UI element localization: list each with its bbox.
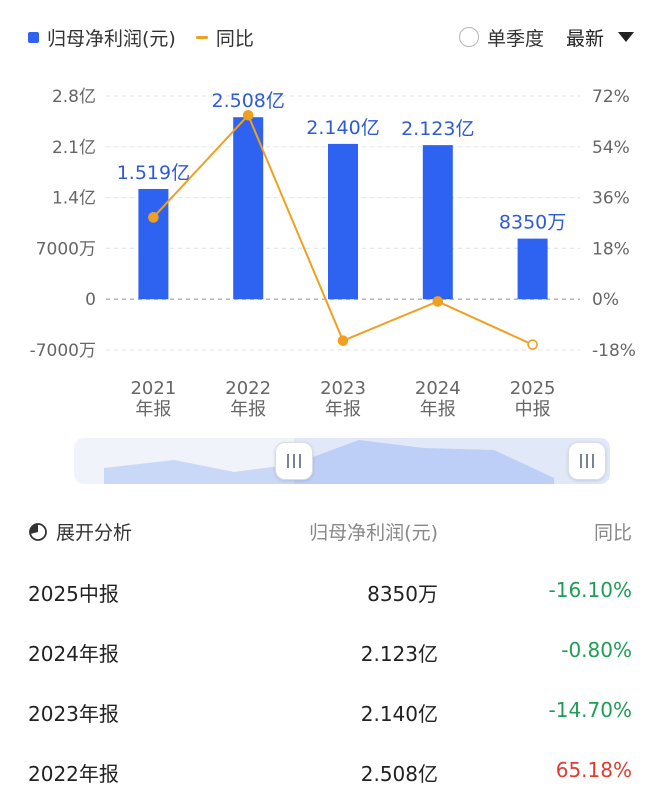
latest-dropdown[interactable]: 最新 bbox=[565, 27, 604, 50]
chart-controls: 单季度 最新 bbox=[458, 22, 634, 52]
table-row[interactable]: 2023年报 2.140亿 -14.70% bbox=[0, 690, 660, 730]
x-tick-label: 中报 bbox=[515, 399, 551, 420]
legend-line-swatch bbox=[195, 35, 208, 39]
expand-analysis[interactable]: 展开分析 bbox=[28, 518, 132, 545]
y-left-tick-label: -7000万 bbox=[30, 341, 96, 361]
slider-window[interactable] bbox=[294, 438, 610, 484]
profit-chart: 2.8亿 2.1亿 1.4亿 7000万 0 -7000万 72% 54% 36% 18% 0% -1… bbox=[30, 87, 636, 420]
y-right-tick-label: 72% bbox=[592, 87, 630, 107]
range-slider[interactable] bbox=[74, 438, 610, 484]
row-profit: 2.140亿 bbox=[360, 702, 438, 726]
y-right-tick-label: 36% bbox=[592, 189, 630, 209]
table-header: 展开分析 归母净利润(元) 同比 bbox=[0, 512, 660, 552]
yoy-point bbox=[432, 296, 444, 307]
bar-data-label: 2.508亿 bbox=[211, 90, 284, 112]
x-tick-label: 年报 bbox=[135, 399, 171, 420]
x-tick-label: 年报 bbox=[420, 399, 456, 420]
column-header-profit: 归母净利润(元) bbox=[309, 522, 438, 544]
row-period: 2022年报 bbox=[28, 762, 119, 786]
single-quarter-label[interactable]: 单季度 bbox=[486, 27, 544, 50]
y-left-tick-label: 7000万 bbox=[36, 239, 96, 259]
x-tick-label: 2022 bbox=[225, 378, 271, 399]
bar-data-label: 2.123亿 bbox=[401, 118, 474, 140]
y-right-tick-label: 54% bbox=[592, 138, 630, 158]
y-right-tick-label: 0% bbox=[592, 290, 619, 310]
y-left-tick-label: 1.4亿 bbox=[52, 189, 96, 209]
slider-right-handle[interactable] bbox=[568, 442, 606, 480]
chart-legend: 归母净利润(元) 同比 bbox=[28, 22, 254, 52]
slider-area bbox=[104, 440, 554, 484]
row-profit: 2.508亿 bbox=[360, 762, 438, 786]
bar-data-label: 2.140亿 bbox=[306, 117, 379, 139]
bar bbox=[328, 143, 358, 300]
bar bbox=[422, 145, 453, 300]
table-row[interactable]: 2024年报 2.123亿 -0.80% bbox=[0, 630, 660, 670]
table-row[interactable]: 2022年报 2.508亿 65.18% bbox=[0, 750, 660, 790]
y-left-tick-label: 2.8亿 bbox=[52, 87, 96, 107]
single-quarter-radio[interactable] bbox=[458, 27, 479, 47]
pie-chart-icon bbox=[29, 522, 47, 541]
slider-preview bbox=[104, 440, 554, 484]
column-header-yoy: 同比 bbox=[593, 522, 632, 544]
x-tick-label: 2024 bbox=[415, 378, 461, 399]
x-tick-label: 2021 bbox=[130, 378, 176, 399]
legend-line-label[interactable]: 同比 bbox=[215, 27, 254, 50]
row-yoy: -16.10% bbox=[548, 578, 632, 602]
slider-left-handle[interactable] bbox=[275, 442, 313, 480]
y-right-tick-label: -18% bbox=[592, 341, 636, 361]
yoy-point bbox=[527, 339, 538, 350]
table-row[interactable]: 2025中报 8350万 -16.10% bbox=[0, 570, 660, 610]
row-period: 2025中报 bbox=[28, 582, 119, 606]
yoy-point bbox=[242, 109, 254, 121]
chevron-down-icon[interactable] bbox=[618, 32, 634, 42]
row-profit: 2.123亿 bbox=[360, 642, 438, 666]
row-yoy: 65.18% bbox=[555, 758, 632, 782]
row-period: 2024年报 bbox=[28, 642, 119, 666]
x-tick-label: 2025 bbox=[510, 378, 556, 399]
row-profit: 8350万 bbox=[367, 582, 438, 606]
x-tick-label: 2023 bbox=[320, 378, 366, 399]
bar-data-label: 1.519亿 bbox=[117, 162, 190, 184]
x-tick-label: 年报 bbox=[325, 399, 361, 420]
y-left-tick-label: 0 bbox=[85, 290, 96, 310]
legend-bar-swatch bbox=[28, 31, 39, 43]
row-yoy: -14.70% bbox=[548, 698, 632, 722]
row-period: 2023年报 bbox=[28, 702, 119, 726]
yoy-point bbox=[148, 212, 159, 223]
bar-data-label: 8350万 bbox=[499, 212, 566, 234]
expand-analysis-label: 展开分析 bbox=[56, 522, 133, 544]
y-right-tick-label: 18% bbox=[592, 239, 630, 259]
row-yoy: -0.80% bbox=[561, 638, 632, 662]
x-tick-label: 年报 bbox=[230, 399, 266, 420]
bar bbox=[517, 238, 548, 300]
y-left-tick-label: 2.1亿 bbox=[52, 138, 96, 158]
yoy-point bbox=[337, 335, 349, 346]
bar bbox=[233, 117, 264, 300]
legend-bar-label[interactable]: 归母净利润(元) bbox=[47, 27, 176, 50]
